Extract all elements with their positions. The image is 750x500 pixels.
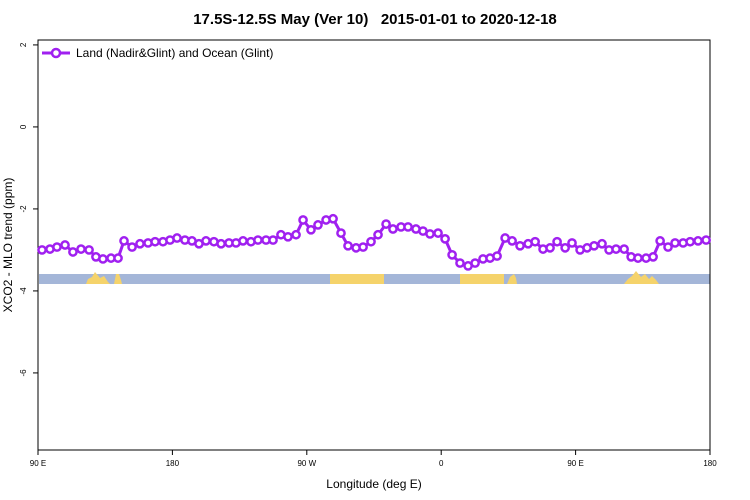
data-point [358, 242, 368, 252]
data-point [135, 238, 145, 249]
data-point [597, 238, 607, 249]
data-point [403, 222, 413, 232]
data-point [253, 235, 263, 245]
data-point [216, 238, 226, 249]
data-point [663, 242, 673, 252]
data-point [298, 215, 308, 225]
data-point [268, 235, 278, 245]
data-point [447, 249, 457, 260]
data-point [76, 244, 86, 254]
data-point [693, 236, 703, 246]
data-point [560, 243, 570, 253]
x-axis-label: Longitude (deg E) [326, 477, 421, 491]
data-point [113, 253, 123, 263]
x-tick-label: 90 E [30, 459, 46, 468]
y-axis-label: XCO2 - MLO trend (ppm) [1, 178, 15, 313]
y-tick-label: 2 [19, 42, 28, 47]
data-point [52, 242, 62, 252]
data-point [589, 240, 599, 251]
land-patch [330, 274, 384, 284]
data-point [567, 238, 577, 248]
data-point [373, 229, 383, 240]
data-point [150, 236, 160, 247]
y-tick-label: -2 [19, 205, 28, 213]
y-tick-label: -4 [19, 287, 28, 295]
data-point [633, 253, 643, 263]
data-point [84, 245, 94, 255]
x-tick-label: 180 [166, 459, 180, 468]
data-point [492, 251, 502, 261]
data-point [552, 236, 562, 247]
land-ocean-mask [39, 271, 710, 284]
data-point [172, 233, 182, 243]
plot-frame [37, 39, 711, 451]
data-point [201, 236, 211, 246]
data-point [366, 236, 376, 247]
data-point [545, 243, 555, 253]
data-point [127, 242, 137, 252]
data-point [328, 213, 338, 224]
data-point [238, 236, 248, 246]
data-point [701, 235, 711, 245]
legend-entry: Land (Nadir&Glint) and Ocean (Glint) [42, 46, 273, 60]
data-point [440, 234, 450, 244]
data-point [119, 236, 129, 246]
data-point [291, 229, 301, 240]
chart-title: 17.5S-12.5S May (Ver 10) 2015-01-01 to 2… [193, 11, 557, 28]
data-point [507, 236, 517, 246]
land-patch [460, 274, 504, 284]
land-patch [624, 271, 659, 284]
x-tick-label: 90 W [297, 459, 316, 468]
data-point [611, 244, 621, 254]
x-tick-label: 180 [703, 459, 717, 468]
data-point [648, 252, 658, 262]
data-point [433, 228, 443, 238]
x-tick-label: 0 [439, 459, 444, 468]
data-point [37, 245, 47, 255]
data-point [530, 236, 540, 247]
data-point [98, 254, 108, 264]
land-patch [507, 274, 517, 284]
data-point [381, 219, 391, 229]
data-point [685, 236, 695, 247]
data-point [455, 258, 465, 268]
data-point [283, 231, 293, 242]
data-point [425, 229, 435, 239]
data-point [60, 240, 70, 250]
data-point [306, 224, 316, 235]
data-point [343, 240, 353, 251]
data-point [619, 244, 629, 254]
data-point [655, 236, 665, 246]
legend-label: Land (Nadir&Glint) and Ocean (Glint) [76, 46, 273, 60]
data-point [336, 228, 346, 238]
x-tick-label: 90 E [567, 459, 583, 468]
data-point [470, 258, 480, 268]
land-patch [86, 272, 110, 284]
data-point [670, 238, 680, 248]
data-point [68, 247, 78, 257]
data-point [388, 224, 398, 234]
land-patch [114, 274, 122, 284]
data-point [313, 220, 323, 230]
y-tick-label: -6 [19, 369, 28, 377]
data-point [515, 240, 525, 251]
legend-marker [50, 47, 62, 59]
y-tick-label: 0 [19, 124, 28, 129]
